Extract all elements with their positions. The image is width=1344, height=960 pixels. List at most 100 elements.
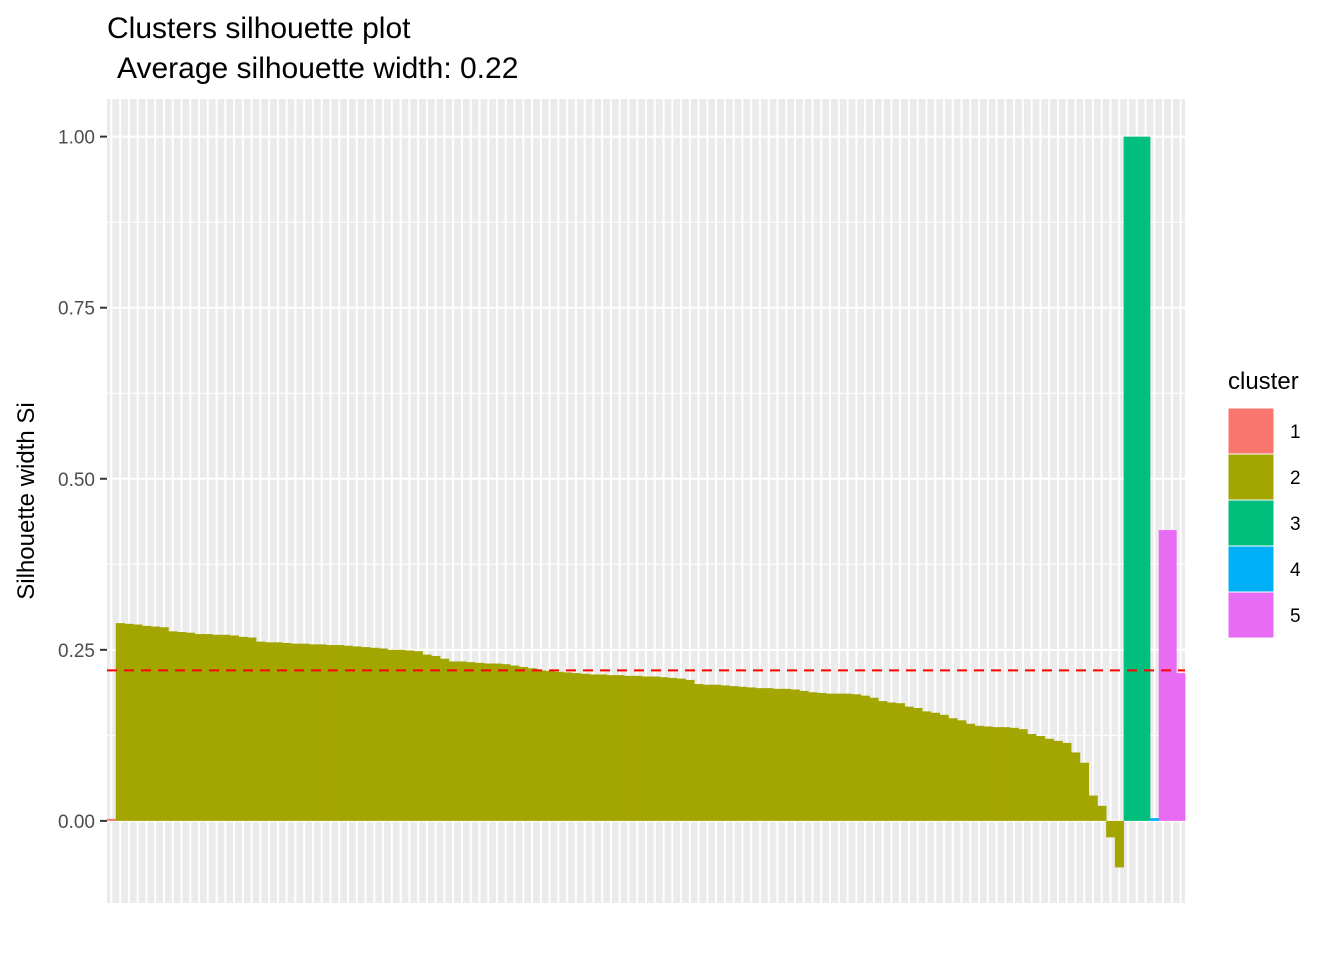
silhouette-bar	[659, 677, 669, 821]
legend: cluster 1 2 3 4 5	[1227, 368, 1301, 639]
silhouette-bar	[518, 666, 529, 821]
silhouette-bar	[878, 701, 888, 821]
silhouette-bar	[1009, 727, 1019, 821]
y-tick-label: 0.25	[58, 641, 95, 662]
silhouette-bar	[694, 684, 704, 821]
silhouette-bar	[422, 654, 432, 821]
silhouette-bar	[133, 624, 143, 821]
silhouette-bar	[957, 720, 967, 821]
silhouette-bar	[387, 649, 397, 821]
silhouette-bar	[589, 674, 599, 821]
silhouette-bar	[413, 651, 423, 821]
silhouette-bar	[492, 663, 502, 821]
silhouette-bar	[378, 648, 388, 821]
silhouette-bar	[255, 641, 266, 821]
silhouette-bar	[1106, 820, 1116, 838]
silhouette-bar	[220, 634, 231, 821]
silhouette-bar	[746, 687, 756, 821]
silhouette-bar	[1036, 736, 1046, 821]
silhouette-bar	[922, 711, 932, 821]
y-tick-label: 1.00	[58, 128, 95, 149]
legend-label: 5	[1290, 606, 1301, 627]
chart-title: Clusters silhouette plot	[107, 12, 411, 45]
silhouette-bar	[510, 665, 520, 821]
chart-subtitle: Average silhouette width: 0.22	[117, 52, 518, 85]
silhouette-bar	[440, 658, 450, 821]
silhouette-bar	[1123, 136, 1133, 821]
silhouette-bar	[764, 688, 774, 821]
silhouette-bar	[1141, 136, 1151, 821]
legend-title: cluster	[1228, 368, 1299, 395]
silhouette-bar	[1018, 729, 1028, 821]
silhouette-bar	[808, 692, 818, 821]
silhouette-bar	[545, 671, 555, 821]
silhouette-bar	[650, 676, 660, 821]
silhouette-bar	[107, 818, 117, 821]
silhouette-bar	[177, 632, 187, 821]
silhouette-bar	[685, 679, 695, 821]
silhouette-bar	[729, 686, 739, 821]
silhouette-bar	[475, 662, 485, 821]
legend-key	[1227, 545, 1275, 593]
silhouette-bar	[597, 674, 607, 821]
y-tick-label: 0.00	[58, 812, 95, 833]
silhouette-bar	[501, 664, 511, 821]
y-axis: 0.00 0.25 0.50 0.75 1.00	[58, 128, 107, 833]
legend-key	[1227, 407, 1275, 455]
silhouette-bar	[948, 718, 958, 821]
silhouette-bar	[1079, 762, 1089, 821]
silhouette-bar	[483, 663, 494, 821]
silhouette-bar	[1071, 752, 1081, 821]
silhouette-bar	[571, 673, 581, 821]
silhouette-bar	[1149, 818, 1160, 821]
silhouette-bar	[667, 677, 678, 821]
bars-layer	[107, 136, 1186, 868]
silhouette-bar	[1176, 673, 1186, 821]
silhouette-bar	[1088, 795, 1098, 821]
legend-label: 3	[1290, 514, 1301, 535]
silhouette-bar	[992, 727, 1002, 821]
silhouette-bar	[326, 645, 336, 821]
silhouette-bar	[1053, 740, 1063, 821]
silhouette-bar	[895, 703, 905, 821]
silhouette-bar	[1158, 530, 1168, 821]
silhouette-bar	[1097, 805, 1107, 821]
silhouette-bar	[860, 695, 870, 821]
silhouette-bar	[816, 692, 827, 821]
silhouette-bar	[939, 714, 949, 821]
silhouette-bar	[641, 676, 651, 821]
silhouette-bar	[238, 636, 248, 821]
silhouette-bar	[124, 623, 134, 821]
silhouette-bar	[562, 672, 572, 821]
silhouette-bar	[396, 649, 406, 821]
silhouette-bar	[352, 646, 362, 821]
silhouette-bar	[264, 642, 274, 821]
silhouette-bar	[361, 647, 371, 821]
silhouette-bar	[142, 625, 152, 821]
silhouette-bar	[930, 712, 941, 821]
silhouette-bar	[983, 726, 993, 821]
silhouette-bar	[159, 627, 169, 821]
silhouette-bar	[790, 689, 800, 821]
silhouette-bar	[781, 688, 792, 821]
silhouette-bar	[615, 675, 625, 821]
silhouette-bar	[965, 723, 976, 821]
silhouette-bar	[115, 623, 125, 821]
silhouette-bar	[904, 706, 914, 821]
silhouette-bar	[247, 637, 257, 821]
silhouette-bar	[448, 661, 458, 821]
silhouette-bar	[527, 668, 537, 821]
silhouette-bar	[711, 684, 721, 821]
silhouette-bar	[194, 634, 204, 821]
silhouette-bar	[291, 643, 301, 821]
silhouette-bar	[720, 685, 730, 821]
silhouette-bar	[343, 645, 353, 821]
silhouette-bar	[624, 675, 634, 821]
silhouette-bar	[869, 697, 879, 821]
silhouette-bar	[308, 644, 318, 821]
silhouette-bar	[843, 693, 853, 821]
legend-key	[1227, 453, 1275, 501]
y-tick-label: 0.75	[58, 299, 95, 320]
silhouette-bar	[1062, 742, 1072, 821]
